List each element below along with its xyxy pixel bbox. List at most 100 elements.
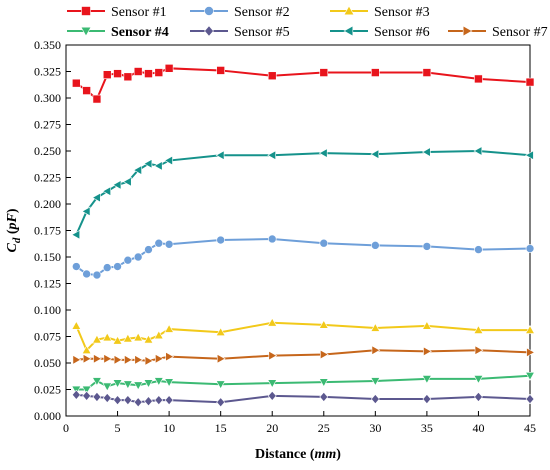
legend-swatch-marker	[343, 25, 354, 37]
legend-swatch-marker	[343, 5, 355, 16]
data-point-s3-3	[92, 334, 102, 344]
y-tick-label: 0.275	[34, 118, 61, 132]
x-title-main: Distance (	[255, 447, 315, 462]
y-axis: 0.000 0.025 0.050 0.075 0.100 0.125 0.150 0.175…	[34, 38, 71, 423]
data-point-s1-13	[319, 68, 329, 77]
data-point-s1-5	[113, 69, 122, 78]
data-point-s7-7	[134, 354, 144, 365]
data-point-s5-7	[133, 397, 143, 408]
data-point-s3-17	[525, 325, 535, 334]
data-point-s4-6	[122, 380, 133, 390]
data-point-s1-8	[144, 69, 153, 78]
data-point-s6-10	[164, 155, 173, 166]
data-point-s7-8	[144, 355, 154, 366]
data-point-s6-1	[71, 229, 81, 240]
data-point-s3-6	[122, 333, 133, 343]
x-axis: 0 5 10 15 20 25 30 35 40 45	[63, 411, 536, 435]
legend-swatch-marker	[81, 6, 91, 16]
data-point-s4-2	[81, 385, 92, 395]
data-point-s7-17	[526, 347, 536, 358]
data-point-s2-11	[216, 235, 225, 245]
data-point-s5-8	[144, 396, 153, 407]
legend-label: Sensor #1	[111, 5, 167, 20]
data-point-s5-1	[71, 389, 81, 400]
data-point-s6-2	[81, 206, 91, 217]
data-point-s1-4	[102, 70, 112, 79]
y-tick-label: 0.200	[34, 197, 61, 211]
legend-item-7: Sensor #7	[448, 25, 548, 40]
data-point-s2-17	[525, 244, 535, 253]
data-point-s5-3	[92, 391, 102, 402]
data-point-s5-16	[474, 391, 483, 402]
data-point-s5-2	[82, 390, 92, 401]
legend-label: Sensor #6	[374, 25, 430, 40]
series-5	[71, 389, 535, 408]
y-title-open: (	[5, 229, 20, 238]
y-title-symbol: C	[5, 243, 20, 253]
data-point-s3-4	[102, 332, 113, 342]
x-title-unit: mm	[315, 447, 337, 462]
x-tick-label: 15	[215, 421, 227, 435]
data-point-s6-17	[524, 150, 534, 161]
data-point-s5-6	[123, 395, 133, 406]
series-line-4	[76, 374, 531, 391]
legend-swatch-marker	[204, 6, 214, 16]
data-point-s2-1	[72, 262, 81, 271]
data-point-s6-16	[473, 146, 483, 156]
data-point-s4-7	[133, 381, 144, 391]
series-line-7	[76, 349, 531, 362]
data-point-s1-9	[154, 68, 164, 77]
data-point-s2-8	[144, 245, 153, 254]
series-3	[71, 317, 535, 354]
y-tick-label: 0.300	[34, 91, 61, 105]
data-point-s4-12	[267, 379, 278, 389]
y-tick-label: 0.225	[34, 171, 61, 185]
data-point-s6-14	[370, 149, 380, 160]
data-point-s5-17	[525, 393, 535, 405]
series-7	[72, 345, 536, 366]
data-point-s5-5	[113, 395, 122, 406]
x-axis-title: Distance (mm)	[255, 447, 341, 462]
data-point-s6-12	[267, 150, 276, 161]
data-point-s6-9	[153, 160, 163, 171]
series-6	[71, 146, 534, 240]
data-point-s5-10	[164, 395, 174, 406]
data-point-s4-15	[421, 375, 432, 384]
data-point-s6-4	[102, 186, 111, 197]
data-point-s3-8	[143, 334, 154, 344]
x-tick-label: 5	[115, 421, 121, 435]
data-point-s1-11	[216, 66, 225, 75]
data-point-s7-3	[93, 353, 102, 364]
data-point-s2-6	[123, 255, 133, 265]
legend-item-5: Sensor #5	[190, 25, 290, 40]
data-point-s7-13	[320, 349, 329, 360]
data-point-s1-3	[92, 94, 102, 104]
legend-label: Sensor #5	[234, 25, 290, 40]
data-point-s2-15	[422, 242, 432, 251]
y-tick-label: 0.000	[34, 409, 61, 423]
y-title-unit: pF	[5, 213, 20, 231]
data-point-s7-12	[268, 350, 278, 361]
data-point-s4-8	[143, 379, 154, 389]
data-point-s5-12	[267, 390, 277, 401]
series-line-2	[75, 237, 531, 277]
legend-swatch-marker	[462, 25, 473, 37]
x-tick-label: 40	[472, 421, 484, 435]
data-point-s5-15	[422, 393, 432, 405]
data-point-s6-5	[112, 180, 122, 190]
data-point-s3-11	[215, 327, 226, 336]
data-point-s1-6	[123, 72, 133, 82]
data-point-s6-8	[143, 158, 153, 169]
data-point-s3-7	[133, 332, 144, 342]
data-point-s4-16	[473, 375, 484, 384]
data-point-s1-1	[72, 78, 81, 88]
series-line-3	[75, 321, 530, 353]
data-point-s7-16	[474, 345, 484, 356]
data-point-s7-4	[103, 353, 113, 364]
data-point-s6-13	[318, 148, 328, 159]
y-tick-label: 0.350	[34, 38, 61, 52]
data-point-s2-10	[164, 239, 174, 249]
x-tick-label: 20	[266, 421, 278, 435]
legend-label: Sensor #2	[234, 5, 290, 20]
